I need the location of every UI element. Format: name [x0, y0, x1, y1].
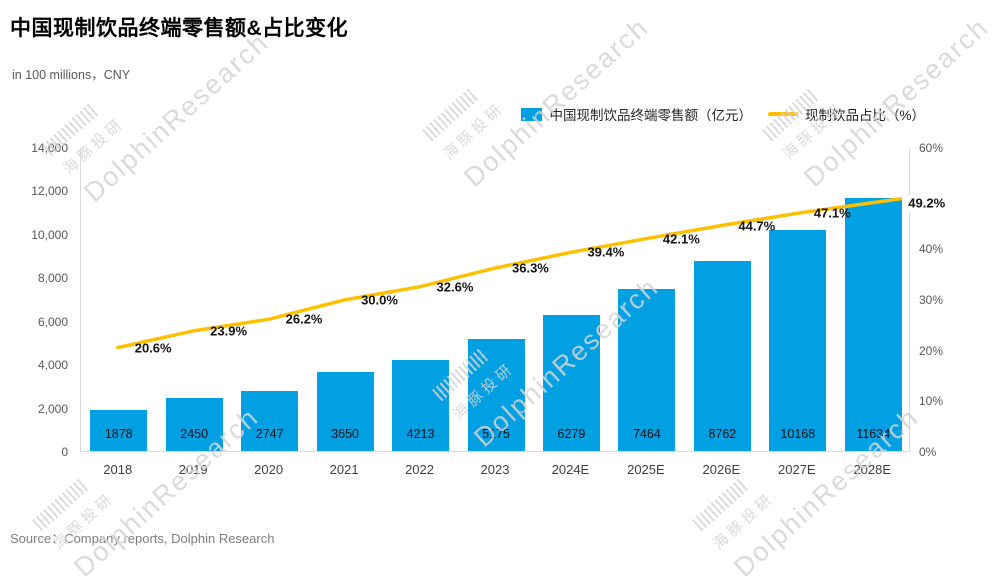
- legend: 中国现制饮品终端零售额（亿元） 现制饮品占比（%）: [521, 104, 925, 124]
- bar-value-label: 7464: [632, 427, 661, 441]
- bar-value-label: 1878: [104, 427, 133, 441]
- y-axis-right-tick: 60%: [919, 141, 944, 155]
- line-point-label: 49.2%: [906, 194, 948, 212]
- bar-value-label: 10168: [780, 427, 816, 441]
- x-axis-label: 2024E: [551, 462, 590, 477]
- line-point-label: 20.6%: [134, 340, 172, 356]
- y-axis-left-tick: 12,000: [31, 184, 68, 199]
- y-axis-left-tick: 8,000: [37, 271, 68, 286]
- legend-item-bar: 中国现制饮品终端零售额（亿元）: [521, 104, 752, 124]
- y-axis-left-tick: 14,000: [31, 141, 68, 155]
- bar-value-label: 4213: [406, 427, 435, 441]
- ratio-line: [115, 197, 903, 350]
- line-point-label: 42.1%: [662, 231, 700, 247]
- y-axis-left-tick: 6,000: [37, 314, 68, 329]
- x-axis-label: 2022: [405, 462, 434, 477]
- bar-2025E: [618, 288, 676, 451]
- bar-value-label: 11634: [856, 427, 891, 441]
- x-axis-label: 2018: [103, 462, 133, 477]
- line-point-label: 44.7%: [738, 218, 776, 234]
- x-axis-label: 2023: [480, 462, 510, 477]
- bar-value-label: 5175: [482, 427, 510, 441]
- bar-value-label: 6279: [557, 427, 586, 441]
- page-title: 中国现制饮品终端零售额&占比变化: [10, 17, 349, 40]
- y-axis-right-tick: 20%: [919, 343, 944, 358]
- bar-2019: [165, 397, 223, 451]
- source-note: Source：Company reports, Dolphin Research: [10, 531, 275, 546]
- y-axis-left-tick: 2,000: [37, 401, 68, 416]
- bar-2027E: [769, 230, 827, 451]
- x-axis-label: 2027E: [778, 462, 816, 477]
- x-axis-label: 2021: [329, 462, 359, 477]
- x-axis-label: 2019: [178, 462, 208, 477]
- bar-value-label: 2450: [180, 427, 209, 441]
- y-axis-right-tick: 10%: [919, 394, 944, 409]
- bar-2026E: [693, 260, 751, 451]
- line-point-label: 30.0%: [361, 292, 398, 308]
- bar-value-label: 3650: [331, 427, 359, 441]
- bar-2020: [241, 391, 299, 451]
- x-axis-label: 2026E: [702, 462, 741, 477]
- bar-2028E: [844, 198, 902, 451]
- y-axis-right-tick: 0%: [919, 445, 937, 459]
- bar-value-label: 2747: [255, 427, 284, 441]
- bar-value-label: 8762: [708, 427, 737, 441]
- legend-label-line: 现制饮品占比（%）: [804, 108, 925, 123]
- x-axis-label: 2028E: [853, 462, 892, 477]
- line-point-label: 26.2%: [285, 311, 323, 327]
- legend-bar-swatch-icon: [521, 107, 543, 121]
- line-point-label: 32.6%: [436, 279, 474, 295]
- x-axis-label: 2020: [254, 462, 284, 477]
- y-axis-left-tick: 4,000: [37, 358, 68, 373]
- y-axis-right-tick: 40%: [919, 242, 944, 257]
- line-point-label: 23.9%: [210, 323, 248, 339]
- bar-2018: [90, 410, 148, 451]
- legend-label-bar: 中国现制饮品终端零售额（亿元）: [549, 108, 752, 123]
- y-axis-left-tick: 0: [61, 445, 68, 459]
- ratio-line-svg: [115, 197, 903, 350]
- line-point-label: 39.4%: [587, 244, 625, 260]
- y-axis-right-tick: 30%: [919, 293, 944, 307]
- x-axis-label: 2025E: [627, 462, 665, 477]
- y-axis-left-tick: 10,000: [31, 227, 68, 242]
- line-point-label: 36.3%: [512, 260, 549, 276]
- unit-label: in 100 millions，CNY: [12, 68, 131, 82]
- line-point-label: 47.1%: [813, 205, 851, 221]
- bar-2024E: [542, 314, 600, 451]
- bar-2021: [316, 371, 374, 451]
